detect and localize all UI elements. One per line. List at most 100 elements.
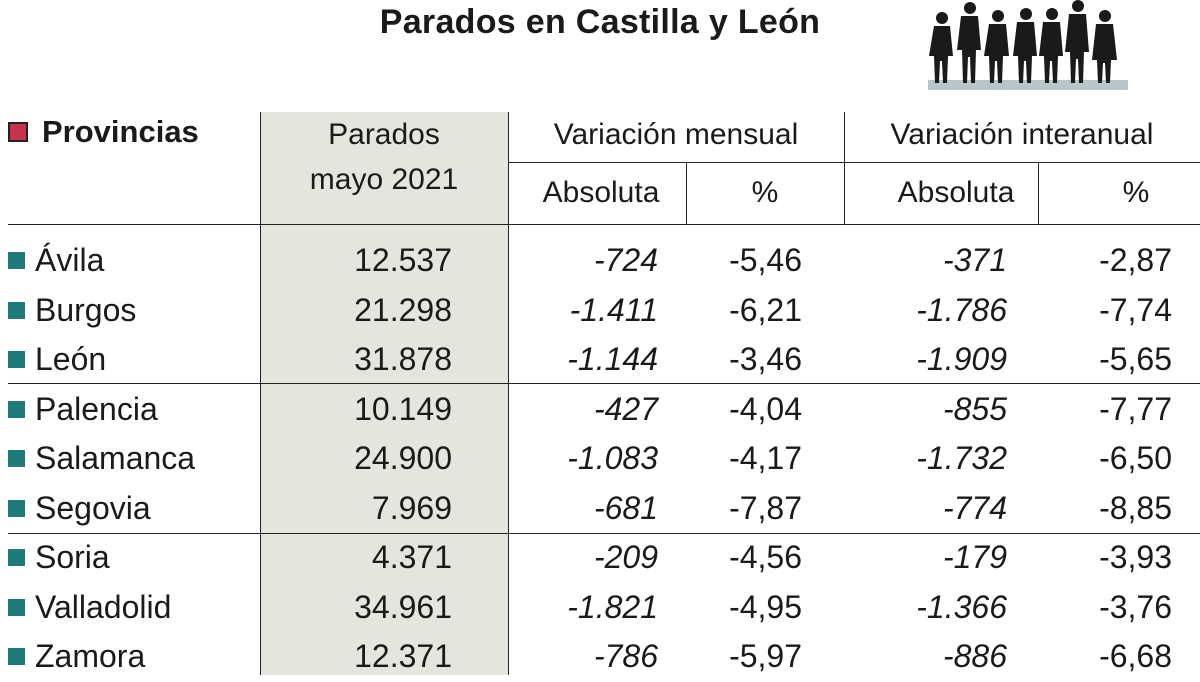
row-interanual-pct: -2,87 (1099, 242, 1172, 278)
square-bullet-icon (8, 351, 25, 369)
row-interanual-absoluta: -1.732 (916, 440, 1007, 476)
row-mensual-pct: -5,97 (729, 638, 802, 674)
provincia-label: Burgos (35, 291, 137, 328)
provincia-label: Ávila (35, 242, 105, 278)
table-row: Segovia 7.969 -681 -7,87 -774 -8,85 (0, 484, 1200, 534)
table-row: Salamanca 24.900 -1.083 -4,17 -1.732 -6,50 (0, 434, 1200, 484)
row-mensual-pct: -4,95 (729, 588, 802, 625)
row-parados: 12.537 (354, 242, 452, 278)
row-provincia: Segovia (8, 484, 151, 534)
header-divider (508, 162, 1200, 163)
col-divider-5 (1038, 162, 1039, 224)
row-interanual-absoluta: -179 (942, 539, 1007, 575)
provincia-label: Segovia (35, 489, 151, 526)
row-parados: 24.900 (354, 440, 452, 476)
row-mensual-absoluta: -724 (593, 242, 658, 278)
row-interanual-pct: -7,77 (1099, 390, 1172, 427)
table-row: Ávila 12.537 -724 -5,46 -371 -2,87 (0, 236, 1200, 286)
row-interanual-absoluta: -1.366 (916, 588, 1007, 625)
parados-column-shade (260, 112, 508, 675)
table-row: Soria 4.371 -209 -4,56 -179 -3,93 (0, 533, 1200, 583)
header-mensual-pct: % (751, 176, 779, 209)
group-rule-1 (8, 383, 1200, 384)
row-mensual-pct: -6,21 (729, 291, 802, 328)
row-interanual-absoluta: -371 (942, 242, 1007, 278)
group-rule-2 (8, 533, 1200, 534)
table-row: León 31.878 -1.144 -3,46 -1.909 -5,65 (0, 335, 1200, 385)
square-bullet-icon (8, 252, 25, 270)
header-interanual-absoluta: Absoluta (897, 176, 1015, 209)
row-parados: 4.371 (371, 539, 452, 575)
provincia-label: Salamanca (35, 440, 196, 476)
provincia-label: Soria (35, 539, 110, 575)
header-variacion-interanual: Variación interanual (890, 118, 1154, 151)
provincia-label: Valladolid (35, 588, 172, 625)
row-provincia: Zamora (8, 632, 145, 682)
table-body: Ávila 12.537 -724 -5,46 -371 -2,87 Burgos 21.29… (0, 236, 1200, 682)
row-mensual-absoluta: -681 (593, 489, 658, 526)
chart-title: Parados en Castilla y León (379, 3, 821, 41)
header-interanual-pct: % (1122, 176, 1150, 209)
table-row: Burgos 21.298 -1.411 -6,21 -1.786 -7,74 (0, 286, 1200, 336)
row-parados: 31.878 (354, 341, 452, 377)
square-bullet-icon (8, 598, 25, 616)
square-bullet-icon (8, 450, 25, 468)
row-parados: 12.371 (354, 638, 452, 674)
row-mensual-absoluta: -786 (593, 638, 658, 674)
col-divider-3 (686, 162, 687, 224)
provincia-label: Zamora (35, 638, 146, 674)
row-interanual-pct: -3,93 (1099, 539, 1172, 575)
row-interanual-pct: -5,65 (1099, 341, 1172, 377)
provincia-label: León (35, 341, 107, 377)
row-mensual-pct: -4,17 (729, 440, 802, 476)
row-interanual-absoluta: -1.786 (916, 291, 1007, 328)
row-mensual-pct: -3,46 (729, 341, 802, 377)
header-variacion-mensual: Variación mensual (553, 118, 799, 151)
table-row: Valladolid 34.961 -1.821 -4,95 -1.366 -3,76 (0, 583, 1200, 633)
row-interanual-pct: -7,74 (1099, 291, 1172, 328)
square-bullet-icon (8, 400, 25, 418)
row-provincia: Salamanca (8, 434, 195, 484)
row-mensual-absoluta: -427 (593, 390, 658, 427)
row-provincia: Ávila (8, 236, 104, 286)
row-parados: 10.149 (354, 390, 452, 427)
header-bottom-rule (8, 224, 1200, 225)
row-provincia: Palencia (8, 385, 158, 435)
square-bullet-icon (8, 648, 25, 666)
header-parados-date: mayo 2021 (309, 163, 459, 196)
row-mensual-absoluta: -209 (593, 539, 658, 575)
table-row: Zamora 12.371 -786 -5,97 -886 -6,68 (0, 632, 1200, 682)
provincia-label: Palencia (35, 390, 158, 427)
row-interanual-absoluta: -1.909 (916, 341, 1007, 377)
row-provincia: Soria (8, 533, 110, 583)
col-divider-1 (260, 112, 261, 675)
row-mensual-pct: -7,87 (729, 489, 802, 526)
header-mensual-absoluta: Absoluta (542, 176, 660, 209)
header-provincias-label: Provincias (42, 114, 199, 149)
header-parados: Parados (328, 118, 440, 151)
square-marker-icon (8, 122, 28, 142)
row-provincia: Valladolid (8, 583, 171, 633)
row-interanual-pct: -3,76 (1099, 588, 1172, 625)
row-mensual-pct: -5,46 (729, 242, 802, 278)
row-parados: 34.961 (354, 588, 452, 625)
square-bullet-icon (8, 301, 25, 319)
row-interanual-absoluta: -855 (942, 390, 1007, 427)
row-interanual-absoluta: -886 (942, 638, 1007, 674)
row-mensual-pct: -4,04 (729, 390, 802, 427)
row-interanual-absoluta: -774 (942, 489, 1007, 526)
row-provincia: León (8, 335, 106, 385)
table-row: Palencia 10.149 -427 -4,04 -855 -7,77 (0, 385, 1200, 435)
row-mensual-absoluta: -1.821 (567, 588, 658, 625)
col-divider-2 (508, 112, 509, 675)
header-provincias: Provincias (8, 114, 199, 150)
row-mensual-absoluta: -1.083 (567, 440, 658, 476)
row-interanual-pct: -8,85 (1099, 489, 1172, 526)
row-mensual-absoluta: -1.411 (569, 291, 658, 328)
row-mensual-absoluta: -1.144 (567, 341, 658, 377)
square-bullet-icon (8, 499, 25, 517)
people-silhouette-icon (928, 0, 1128, 90)
col-divider-4 (844, 112, 845, 224)
row-interanual-pct: -6,68 (1099, 638, 1172, 674)
row-mensual-pct: -4,56 (729, 539, 802, 575)
